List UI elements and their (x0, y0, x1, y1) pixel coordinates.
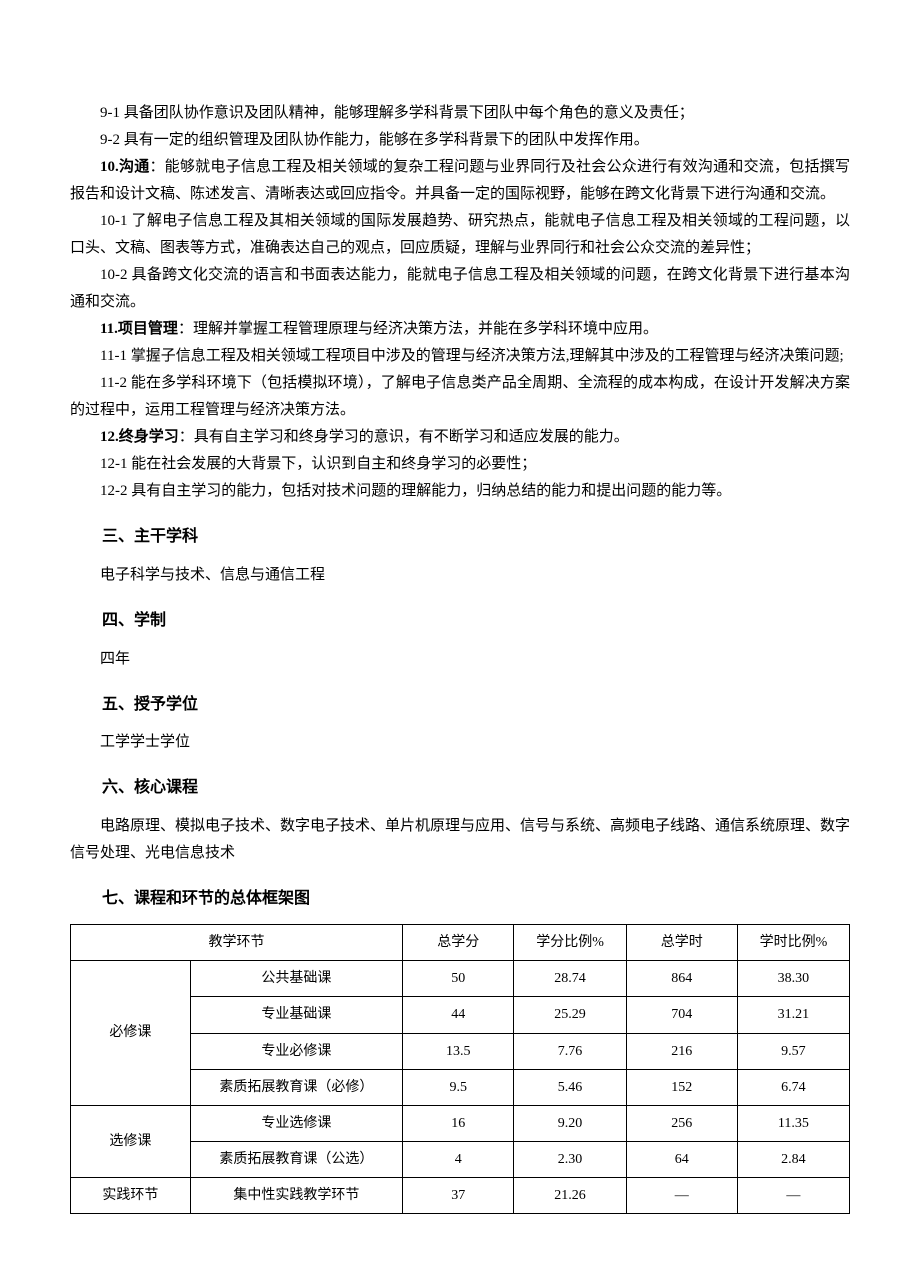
cell-sub: 专业必修课 (190, 1033, 402, 1069)
cell-hours-pct: — (737, 1178, 849, 1214)
para-11-body: ：理解并掌握工程管理原理与经济决策方法，并能在多学科环境中应用。 (178, 321, 658, 337)
th-hours-pct: 学时比例% (737, 924, 849, 960)
cell-credit: 13.5 (402, 1033, 514, 1069)
cell-hours: 64 (626, 1142, 737, 1178)
th-credit-pct: 学分比例% (514, 924, 626, 960)
para-12-body: ：具有自主学习和终身学习的意识，有不断学习和适应发展的能力。 (179, 429, 629, 445)
table-row: 必修课 公共基础课 50 28.74 864 38.30 (71, 961, 850, 997)
cell-credit-pct: 9.20 (514, 1105, 626, 1141)
cell-sub: 专业选修课 (190, 1105, 402, 1141)
curriculum-table: 教学环节 总学分 学分比例% 总学时 学时比例% 必修课 公共基础课 50 28… (70, 924, 850, 1215)
para-12-2: 12-2 具有自主学习的能力，包括对技术问题的理解能力，归纳总结的能力和提出问题… (70, 478, 850, 505)
para-11-title: 11.项目管理 (100, 321, 178, 337)
para-11: 11.项目管理：理解并掌握工程管理原理与经济决策方法，并能在多学科环境中应用。 (70, 316, 850, 343)
body-4: 四年 (70, 646, 850, 673)
cell-sub: 集中性实践教学环节 (190, 1178, 402, 1214)
cell-sub: 专业基础课 (190, 997, 402, 1033)
para-12-1: 12-1 能在社会发展的大背景下，认识到自主和终身学习的必要性； (70, 451, 850, 478)
cell-hours-pct: 38.30 (737, 961, 849, 997)
cell-credit-pct: 5.46 (514, 1069, 626, 1105)
cell-hours: 216 (626, 1033, 737, 1069)
cell-hours: 256 (626, 1105, 737, 1141)
th-total-credit: 总学分 (402, 924, 514, 960)
cell-credit: 16 (402, 1105, 514, 1141)
group-required: 必修课 (71, 961, 191, 1106)
cell-hours-pct: 31.21 (737, 997, 849, 1033)
th-total-hours: 总学时 (626, 924, 737, 960)
cell-hours: — (626, 1178, 737, 1214)
heading-7: 七、课程和环节的总体框架图 (70, 885, 850, 914)
table-header-row: 教学环节 总学分 学分比例% 总学时 学时比例% (71, 924, 850, 960)
cell-credit-pct: 21.26 (514, 1178, 626, 1214)
cell-credit: 44 (402, 997, 514, 1033)
cell-credit: 4 (402, 1142, 514, 1178)
cell-credit: 50 (402, 961, 514, 997)
para-11-2: 11-2 能在多学科环境下（包括模拟环境），了解电子信息类产品全周期、全流程的成… (70, 370, 850, 424)
cell-credit: 9.5 (402, 1069, 514, 1105)
cell-sub: 素质拓展教育课（公选） (190, 1142, 402, 1178)
table-row: 选修课 专业选修课 16 9.20 256 11.35 (71, 1105, 850, 1141)
table-row: 实践环节 集中性实践教学环节 37 21.26 — — (71, 1178, 850, 1214)
body-3: 电子科学与技术、信息与通信工程 (70, 562, 850, 589)
body-5: 工学学士学位 (70, 729, 850, 756)
cell-hours-pct: 6.74 (737, 1069, 849, 1105)
para-11-1: 11-1 掌握子信息工程及相关领域工程项目中涉及的管理与经济决策方法,理解其中涉… (70, 343, 850, 370)
para-12-title: 12.终身学习 (100, 429, 179, 445)
para-9-2: 9-2 具有一定的组织管理及团队协作能力，能够在多学科背景下的团队中发挥作用。 (70, 127, 850, 154)
heading-6: 六、核心课程 (70, 774, 850, 803)
th-segment: 教学环节 (71, 924, 403, 960)
heading-5: 五、授予学位 (70, 691, 850, 720)
group-practice: 实践环节 (71, 1178, 191, 1214)
para-9-1: 9-1 具备团队协作意识及团队精神，能够理解多学科背景下团队中每个角色的意义及责… (70, 100, 850, 127)
cell-hours: 864 (626, 961, 737, 997)
para-10-title: 10.沟通 (100, 159, 149, 175)
group-elective: 选修课 (71, 1105, 191, 1177)
cell-hours: 704 (626, 997, 737, 1033)
cell-hours-pct: 2.84 (737, 1142, 849, 1178)
heading-4: 四、学制 (70, 607, 850, 636)
para-10-2: 10-2 具备跨文化交流的语言和书面表达能力，能就电子信息工程及相关领域的问题，… (70, 262, 850, 316)
para-10-1: 10-1 了解电子信息工程及其相关领域的国际发展趋势、研究热点，能就电子信息工程… (70, 208, 850, 262)
cell-hours: 152 (626, 1069, 737, 1105)
para-12: 12.终身学习：具有自主学习和终身学习的意识，有不断学习和适应发展的能力。 (70, 424, 850, 451)
cell-credit-pct: 25.29 (514, 997, 626, 1033)
cell-hours-pct: 11.35 (737, 1105, 849, 1141)
cell-sub: 公共基础课 (190, 961, 402, 997)
para-10-body: ：能够就电子信息工程及相关领域的复杂工程问题与业界同行及社会公众进行有效沟通和交… (70, 159, 850, 202)
cell-credit-pct: 7.76 (514, 1033, 626, 1069)
cell-credit-pct: 28.74 (514, 961, 626, 997)
cell-sub: 素质拓展教育课（必修） (190, 1069, 402, 1105)
cell-credit-pct: 2.30 (514, 1142, 626, 1178)
body-6: 电路原理、模拟电子技术、数字电子技术、单片机原理与应用、信号与系统、高频电子线路… (70, 813, 850, 867)
cell-credit: 37 (402, 1178, 514, 1214)
cell-hours-pct: 9.57 (737, 1033, 849, 1069)
heading-3: 三、主干学科 (70, 523, 850, 552)
para-10: 10.沟通：能够就电子信息工程及相关领域的复杂工程问题与业界同行及社会公众进行有… (70, 154, 850, 208)
